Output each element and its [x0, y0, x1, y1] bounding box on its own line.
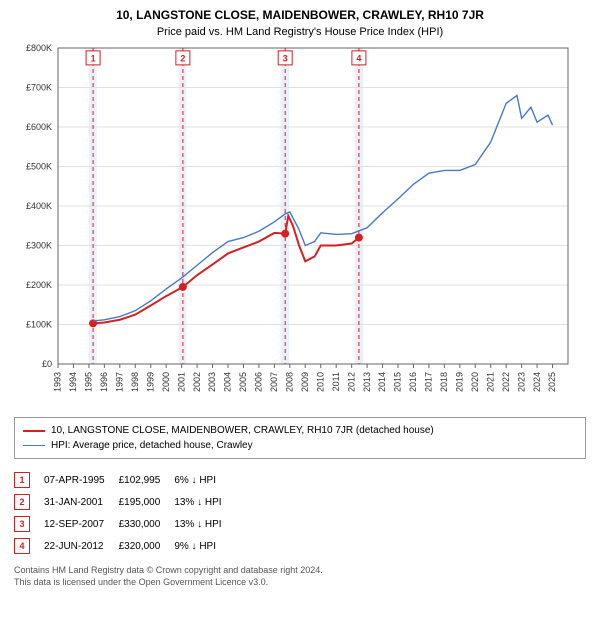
sale-number-badge: 4: [14, 538, 30, 554]
legend-box: 10, LANGSTONE CLOSE, MAIDENBOWER, CRAWLE…: [14, 417, 586, 459]
x-tick-label: 2022: [501, 372, 511, 392]
legend-label: 10, LANGSTONE CLOSE, MAIDENBOWER, CRAWLE…: [51, 423, 434, 438]
table-row: 2 31-JAN-2001£195,00013% ↓ HPI: [14, 491, 236, 513]
sale-date: 07-APR-1995: [44, 469, 119, 491]
x-tick-label: 2001: [176, 372, 186, 392]
x-tick-label: 1998: [130, 372, 140, 392]
x-tick-label: 2004: [223, 372, 233, 392]
sale-date: 22-JUN-2012: [44, 535, 119, 557]
sale-marker-number: 2: [180, 53, 185, 63]
y-tick-label: £200K: [26, 280, 52, 290]
y-tick-label: £800K: [26, 44, 52, 53]
x-tick-label: 2016: [408, 372, 418, 392]
x-tick-label: 2023: [516, 372, 526, 392]
sale-number-badge: 2: [14, 494, 30, 510]
x-tick-label: 1996: [99, 372, 109, 392]
x-tick-label: 1997: [115, 372, 125, 392]
x-tick-label: 2007: [269, 372, 279, 392]
y-tick-label: £600K: [26, 122, 52, 132]
y-tick-label: £400K: [26, 201, 52, 211]
x-tick-label: 2008: [285, 372, 295, 392]
sale-price: £330,000: [119, 513, 175, 535]
table-row: 3 12-SEP-2007£330,00013% ↓ HPI: [14, 513, 236, 535]
legend-row: HPI: Average price, detached house, Craw…: [23, 438, 577, 453]
sale-marker-number: 4: [356, 53, 361, 63]
sale-date: 12-SEP-2007: [44, 513, 119, 535]
x-tick-label: 2012: [346, 372, 356, 392]
x-tick-label: 2025: [547, 372, 557, 392]
x-tick-label: 1994: [68, 372, 78, 392]
y-tick-label: £500K: [26, 162, 52, 172]
legend-swatch: [23, 430, 45, 432]
x-tick-label: 2019: [455, 372, 465, 392]
y-tick-label: £700K: [26, 83, 52, 93]
y-tick-label: £100K: [26, 320, 52, 330]
legend-swatch: [23, 445, 45, 446]
x-tick-label: 2002: [192, 372, 202, 392]
sale-dot: [355, 234, 363, 242]
sale-number-badge: 1: [14, 472, 30, 488]
x-tick-label: 2009: [300, 372, 310, 392]
x-tick-label: 2010: [315, 372, 325, 392]
x-tick-label: 2005: [238, 372, 248, 392]
y-tick-label: £300K: [26, 241, 52, 251]
legend-label: HPI: Average price, detached house, Craw…: [51, 438, 253, 453]
y-tick-label: £0: [42, 359, 52, 369]
x-tick-label: 2017: [424, 372, 434, 392]
x-tick-label: 2015: [393, 372, 403, 392]
sale-delta: 6% ↓ HPI: [174, 469, 235, 491]
sale-marker-number: 3: [283, 53, 288, 63]
sale-delta: 13% ↓ HPI: [174, 491, 235, 513]
sale-delta: 9% ↓ HPI: [174, 535, 235, 557]
page-root: 10, LANGSTONE CLOSE, MAIDENBOWER, CRAWLE…: [0, 0, 600, 598]
x-tick-label: 2006: [254, 372, 264, 392]
table-row: 1 07-APR-1995£102,9956% ↓ HPI: [14, 469, 236, 491]
sale-marker-number: 1: [91, 53, 96, 63]
footer-line1: Contains HM Land Registry data © Crown c…: [14, 565, 323, 575]
sale-price: £102,995: [119, 469, 175, 491]
x-tick-label: 2020: [470, 372, 480, 392]
legend-row: 10, LANGSTONE CLOSE, MAIDENBOWER, CRAWLE…: [23, 423, 577, 438]
chart-svg: £0 £100K £200K £300K £400K £500K £600K £700K £80…: [14, 44, 574, 404]
x-tick-label: 2021: [485, 372, 495, 392]
x-tick-label: 1999: [145, 372, 155, 392]
x-tick-label: 2013: [362, 372, 372, 392]
x-tick-label: 1995: [84, 372, 94, 392]
sales-table: 1 07-APR-1995£102,9956% ↓ HPI 2 31-JAN-2001…: [14, 469, 236, 557]
page-title: 10, LANGSTONE CLOSE, MAIDENBOWER, CRAWLE…: [14, 8, 586, 22]
x-tick-label: 2024: [532, 372, 542, 392]
sale-date: 31-JAN-2001: [44, 491, 119, 513]
table-row: 4 22-JUN-2012£320,0009% ↓ HPI: [14, 535, 236, 557]
sale-price: £320,000: [119, 535, 175, 557]
footer-note: Contains HM Land Registry data © Crown c…: [14, 565, 586, 588]
page-subtitle: Price paid vs. HM Land Registry's House …: [14, 26, 586, 38]
sale-dot: [179, 283, 187, 291]
x-tick-label: 1993: [53, 372, 63, 392]
x-tick-label: 2003: [207, 372, 217, 392]
sale-number-badge: 3: [14, 516, 30, 532]
sale-delta: 13% ↓ HPI: [174, 513, 235, 535]
footer-line2: This data is licensed under the Open Gov…: [14, 577, 268, 587]
sale-dot: [281, 230, 289, 238]
x-tick-label: 2018: [439, 372, 449, 392]
x-tick-label: 2011: [331, 372, 341, 391]
price-chart: £0 £100K £200K £300K £400K £500K £600K £700K £80…: [14, 44, 586, 409]
sale-price: £195,000: [119, 491, 175, 513]
x-tick-label: 2014: [377, 372, 387, 392]
x-tick-label: 2000: [161, 372, 171, 392]
